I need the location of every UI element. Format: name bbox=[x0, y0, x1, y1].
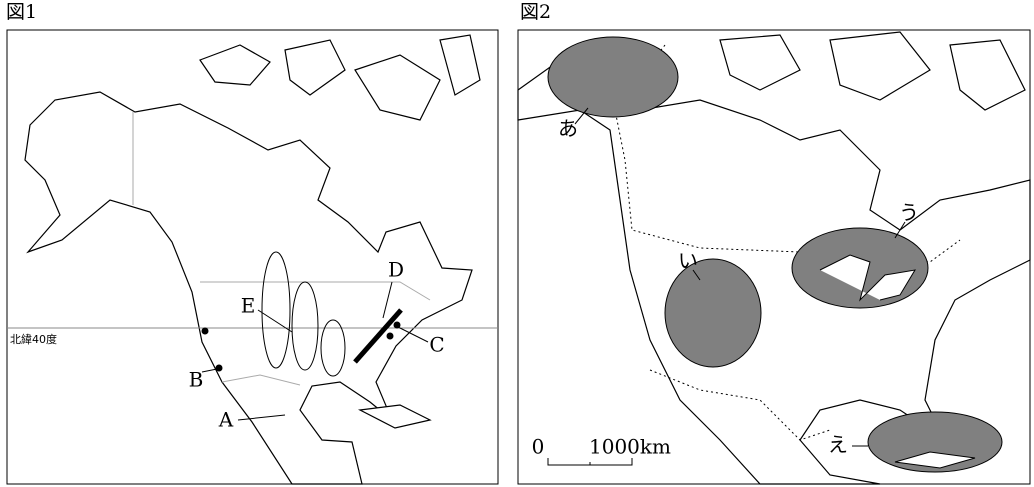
point-c bbox=[393, 321, 401, 329]
island bbox=[894, 451, 976, 469]
region-e bbox=[320, 319, 346, 377]
point-b bbox=[215, 364, 223, 372]
scale-start: 0 bbox=[532, 435, 545, 459]
figure-title: 図1 bbox=[6, 1, 37, 23]
region-a bbox=[547, 36, 679, 118]
island bbox=[284, 39, 346, 96]
point-c bbox=[386, 332, 394, 340]
figure-title: 図2 bbox=[520, 1, 551, 23]
label: え bbox=[828, 433, 848, 457]
island bbox=[949, 39, 1026, 111]
island bbox=[439, 34, 481, 96]
island bbox=[829, 31, 931, 101]
island bbox=[199, 44, 271, 86]
region-e bbox=[261, 251, 291, 369]
label: う bbox=[899, 201, 919, 225]
scale-bar bbox=[547, 458, 633, 466]
figure-1: 図1 北緯40度 E D C B A bbox=[6, 1, 499, 485]
border bbox=[132, 112, 431, 386]
region-e bbox=[291, 281, 319, 371]
figure-2: 図2 あ い う え 0 1000km bbox=[517, 1, 1031, 485]
leader-line bbox=[201, 281, 429, 421]
label: D bbox=[388, 258, 404, 282]
label: い bbox=[678, 249, 698, 273]
label: C bbox=[429, 333, 444, 357]
region-i bbox=[664, 258, 762, 368]
region-d bbox=[353, 308, 403, 364]
scale-end: 1000km bbox=[589, 435, 671, 459]
island bbox=[354, 54, 441, 121]
leader-line bbox=[574, 107, 906, 447]
label: A bbox=[218, 408, 234, 432]
latitude-label: 北緯40度 bbox=[10, 332, 57, 346]
label: あ bbox=[558, 117, 578, 141]
label: B bbox=[189, 368, 204, 392]
great-lakes bbox=[819, 254, 916, 302]
label: E bbox=[241, 294, 256, 318]
island bbox=[357, 404, 432, 429]
coastline bbox=[517, 59, 1031, 485]
island bbox=[719, 34, 801, 91]
point-b bbox=[201, 327, 209, 335]
